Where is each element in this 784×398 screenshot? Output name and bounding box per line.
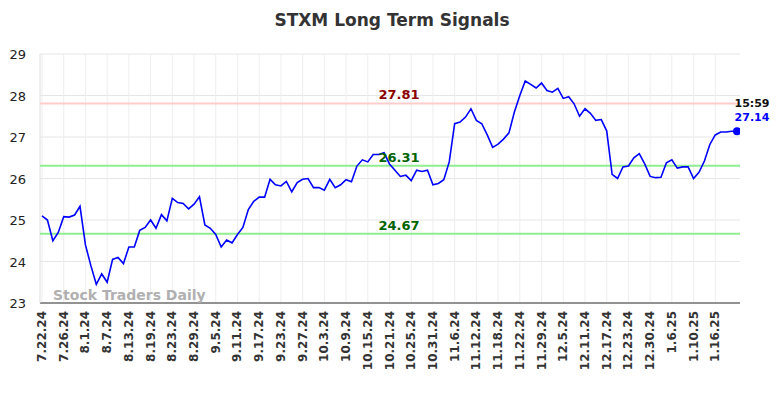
reference-label: 27.81 xyxy=(378,87,419,102)
x-grid xyxy=(584,54,585,303)
x-grid xyxy=(454,54,455,303)
x-tick-label: 9.11.24 xyxy=(230,311,244,362)
y-tick-label: 24 xyxy=(9,255,26,270)
x-grid xyxy=(541,54,542,303)
x-tick-label: 12.23.24 xyxy=(621,311,635,370)
x-grid xyxy=(606,54,607,303)
reference-line xyxy=(40,102,740,104)
x-tick-label: 8.23.24 xyxy=(165,311,179,362)
x-tick-label: 12.17.24 xyxy=(600,311,614,370)
x-grid xyxy=(42,54,43,303)
plot xyxy=(40,81,740,284)
x-tick-label: 8.1.24 xyxy=(78,311,92,354)
last-value-label: 27.14 xyxy=(735,111,770,124)
x-tick-label: 1.6.25 xyxy=(665,311,679,354)
x-grid xyxy=(324,54,325,303)
watermark: Stock Traders Daily xyxy=(53,287,206,303)
x-grid xyxy=(432,54,433,303)
chart: STXM Long Term Signals 23 24 25 26 27 28 29 7.22… xyxy=(0,0,784,398)
x-tick-label: 9.17.24 xyxy=(252,311,266,362)
x-tick-label: 11.18.24 xyxy=(491,311,505,370)
x-grid xyxy=(476,54,477,303)
x-grid xyxy=(650,54,651,303)
y-tick-label: 25 xyxy=(9,213,26,228)
x-tick-label: 11.29.24 xyxy=(535,311,549,370)
x-tick-label: 12.11.24 xyxy=(578,311,592,370)
x-grid xyxy=(280,54,281,303)
x-tick-label: 10.15.24 xyxy=(361,311,375,370)
x-grid xyxy=(172,54,173,303)
x-tick-label: 10.25.24 xyxy=(404,311,418,370)
x-tick-label: 11.6.24 xyxy=(448,311,462,362)
x-tick-label: 12.30.24 xyxy=(643,311,657,370)
x-tick-label: 11.12.24 xyxy=(469,311,483,370)
x-tick-label: 8.29.24 xyxy=(187,311,201,362)
last-point xyxy=(733,127,740,135)
time-label: 15:59 xyxy=(734,97,769,110)
x-tick-label: 8.19.24 xyxy=(144,311,158,362)
y-tick-label: 26 xyxy=(9,172,26,187)
x-grid xyxy=(215,54,216,303)
price-line xyxy=(42,81,737,284)
reference-label: 26.31 xyxy=(378,150,419,165)
y-axis xyxy=(40,54,41,303)
y-tick-label: 27 xyxy=(9,130,26,145)
x-tick-label: 8.13.24 xyxy=(122,311,136,362)
x-tick-label: 10.3.24 xyxy=(317,311,331,362)
x-tick-label: 7.22.24 xyxy=(35,311,49,362)
x-grid xyxy=(498,54,499,303)
x-grid xyxy=(346,54,347,303)
x-grid xyxy=(107,54,108,303)
x-grid xyxy=(128,54,129,303)
x-grid xyxy=(63,54,64,303)
x-tick-label: 9.5.24 xyxy=(209,311,223,354)
x-tick-label: 10.9.24 xyxy=(339,311,353,362)
x-tick-label: 12.5.24 xyxy=(556,311,570,362)
x-grid xyxy=(671,54,672,303)
x-grid xyxy=(150,54,151,303)
x-grid xyxy=(519,54,520,303)
y-tick-label: 23 xyxy=(9,296,26,311)
reference-label: 24.67 xyxy=(378,218,419,233)
title: STXM Long Term Signals xyxy=(274,10,509,30)
x-tick-label: 10.31.24 xyxy=(426,311,440,370)
x-grid xyxy=(237,54,238,303)
x-tick-label: 1.10.25 xyxy=(687,311,701,362)
x-grid xyxy=(367,54,368,303)
x-tick-label: 9.23.24 xyxy=(274,311,288,362)
x-tick-label: 7.26.24 xyxy=(57,311,71,362)
x-grid xyxy=(628,54,629,303)
reference-line xyxy=(40,233,740,235)
x-tick-label: 10.21.24 xyxy=(383,311,397,370)
x-grid xyxy=(194,54,195,303)
x-tick-label: 9.27.24 xyxy=(296,311,310,362)
y-tick-label: 28 xyxy=(9,89,26,104)
x-grid xyxy=(259,54,260,303)
y-tick-label: 29 xyxy=(9,47,26,62)
x-tick-label: 1.16.25 xyxy=(708,311,722,362)
x-grid xyxy=(85,54,86,303)
x-grid xyxy=(563,54,564,303)
x-tick-label: 8.7.24 xyxy=(100,311,114,354)
x-tick-label: 11.22.24 xyxy=(513,311,527,370)
x-grid xyxy=(715,54,716,303)
